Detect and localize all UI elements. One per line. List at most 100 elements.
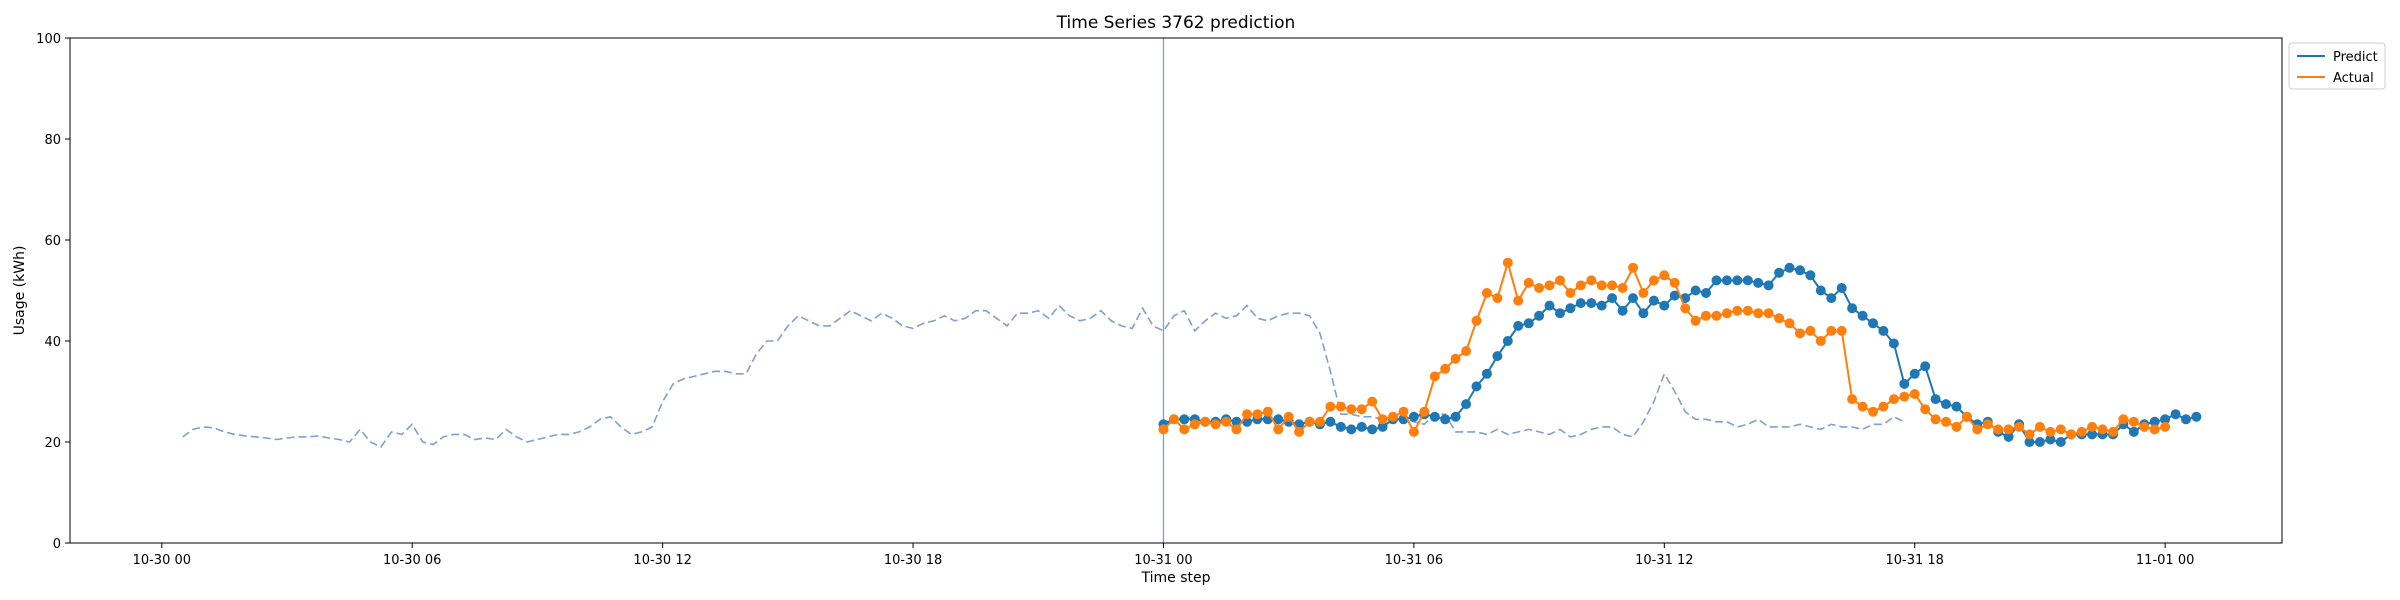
data-point-actual [1252, 409, 1263, 420]
data-point-actual [1262, 406, 1273, 417]
data-point-actual [1502, 257, 1513, 268]
data-point-predict [1534, 310, 1545, 321]
data-point-actual [2118, 414, 2129, 425]
data-point-actual [1440, 363, 1451, 374]
data-point-actual [1982, 419, 1993, 430]
data-point-predict [1899, 378, 1910, 389]
data-point-actual [1200, 416, 1211, 427]
data-point-predict [1815, 285, 1826, 296]
data-point-actual [2149, 424, 2160, 435]
data-point-actual [1774, 313, 1785, 324]
data-point-actual [1972, 424, 1983, 435]
x-tick-label: 10-30 06 [383, 553, 441, 568]
data-point-actual [1680, 303, 1691, 314]
data-point-predict [1638, 308, 1649, 319]
data-point-actual [1951, 421, 1962, 432]
plot-frame [69, 37, 2283, 544]
data-point-predict [1429, 411, 1440, 422]
data-point-predict [1690, 285, 1701, 296]
data-point-predict [1346, 424, 1357, 435]
data-point-predict [1711, 275, 1722, 286]
data-point-predict [1659, 300, 1670, 311]
history-line [182, 304, 1905, 449]
x-tick-label: 11-01 00 [2136, 553, 2194, 568]
y-axis-title: Usage (kWh) [12, 246, 28, 336]
data-point-actual [2128, 416, 2139, 427]
series-line-actual [1162, 259, 2166, 436]
data-point-actual [1815, 336, 1826, 346]
data-point-predict [1763, 280, 1774, 291]
data-point-predict [1784, 262, 1795, 273]
legend-label-predict: Predict [2333, 50, 2378, 65]
data-point-predict [2181, 414, 2191, 425]
data-point-actual [1408, 426, 1419, 437]
data-point-actual [2097, 424, 2108, 435]
data-point-predict [1805, 270, 1816, 281]
y-tick-label: 60 [44, 234, 61, 249]
data-point-predict [1596, 300, 1607, 311]
data-point-actual [1826, 325, 1837, 336]
data-point-actual [1461, 346, 1472, 357]
data-point-actual [1732, 305, 1743, 316]
data-point-actual [1398, 406, 1409, 417]
data-point-predict [1461, 399, 1472, 410]
data-point-actual [1596, 280, 1607, 291]
series-predict [1158, 262, 2202, 447]
data-point-actual [1941, 416, 1951, 427]
data-point-actual [1158, 424, 1169, 435]
data-point-actual [1356, 404, 1367, 415]
y-tick-label: 100 [36, 32, 61, 47]
x-tick-label: 10-31 06 [1385, 553, 1443, 568]
data-point-actual [1523, 277, 1534, 288]
data-point-actual [1659, 270, 1670, 281]
data-point-predict [1502, 336, 1513, 346]
data-point-predict [2128, 426, 2139, 437]
data-point-predict [1826, 293, 1837, 304]
data-point-predict [1367, 424, 1378, 435]
x-tick-label: 10-31 12 [1635, 553, 1693, 568]
data-point-predict [2191, 411, 2202, 422]
data-point-predict [1481, 368, 1492, 379]
data-point-actual [1586, 275, 1597, 286]
data-point-actual [1711, 310, 1722, 321]
data-point-actual [1930, 414, 1941, 425]
x-tick-label: 10-30 12 [633, 553, 691, 568]
x-axis: 10-30 00 10-30 06 10-30 12 10-30 18 10-31 00… [133, 543, 2194, 568]
data-point-actual [1690, 315, 1701, 326]
y-tick-label: 80 [44, 133, 61, 148]
data-point-actual [1899, 391, 1910, 402]
data-point-actual [1721, 308, 1732, 319]
series-actual [1158, 257, 2171, 440]
data-point-predict [1586, 298, 1597, 309]
data-point-actual [1367, 396, 1378, 407]
data-point-predict [1544, 300, 1555, 311]
data-point-predict [2160, 414, 2171, 425]
data-point-actual [1638, 288, 1649, 298]
data-point-actual [1607, 280, 1618, 291]
data-point-predict [1575, 298, 1586, 309]
data-point-actual [1492, 293, 1503, 304]
data-point-actual [1388, 411, 1398, 422]
data-point-predict [1513, 320, 1524, 331]
data-point-predict [2003, 431, 2014, 442]
data-point-predict [1795, 265, 1805, 276]
data-point-predict [2170, 409, 2181, 420]
data-point-actual [1888, 394, 1899, 405]
data-point-predict [1753, 277, 1764, 288]
data-point-actual [1221, 416, 1232, 427]
data-point-actual [1315, 416, 1325, 427]
data-point-actual [1294, 426, 1305, 437]
data-point-actual [1795, 328, 1805, 339]
data-point-predict [1408, 411, 1419, 422]
data-point-predict [2024, 437, 2035, 447]
data-point-actual [1961, 411, 1972, 422]
data-point-actual [1555, 275, 1565, 286]
data-point-predict [1878, 325, 1889, 336]
data-point-predict [1565, 303, 1576, 314]
data-point-predict [1701, 288, 1711, 298]
data-point-actual [1993, 424, 2004, 435]
x-tick-label: 10-30 18 [884, 553, 942, 568]
data-point-predict [1617, 305, 1628, 316]
data-point-predict [2087, 429, 2098, 440]
data-point-actual [1836, 325, 1847, 336]
